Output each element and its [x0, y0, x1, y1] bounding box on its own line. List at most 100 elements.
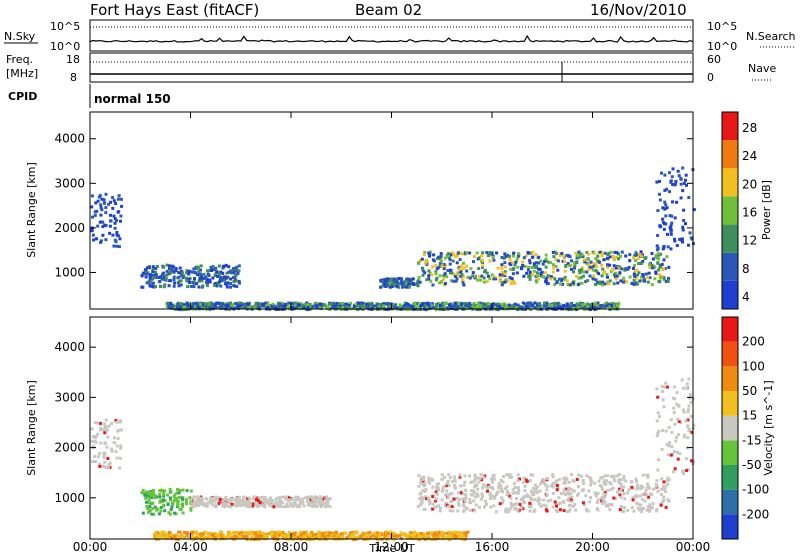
echo-cell	[583, 260, 587, 264]
echo-cell	[620, 485, 624, 489]
echo-cell	[211, 503, 215, 507]
echo-cell	[492, 258, 496, 262]
nsky-label: N.Sky	[4, 30, 36, 43]
echo-cell	[468, 474, 471, 478]
echo-cell	[201, 284, 205, 288]
echo-cell	[501, 498, 505, 502]
echo-cell	[224, 497, 227, 501]
echo-cell	[581, 305, 585, 309]
echo-cell	[494, 277, 498, 281]
echo-cell	[633, 281, 637, 285]
echo-cell	[390, 281, 394, 285]
echo-cell	[490, 477, 493, 481]
echo-cell	[518, 502, 522, 506]
echo-cell	[554, 264, 558, 268]
echo-cell	[93, 455, 97, 459]
echo-cell	[369, 533, 373, 537]
echo-cell	[624, 267, 628, 271]
echo-cell	[652, 487, 656, 491]
echo-cell	[635, 487, 639, 491]
echo-cell	[151, 268, 155, 271]
echo-cell	[454, 279, 458, 283]
echo-cell	[450, 271, 454, 275]
echo-cell	[205, 277, 209, 281]
echo-cell	[330, 306, 334, 310]
echo-cell	[596, 254, 600, 258]
echo-cell	[94, 201, 98, 205]
echo-cell	[659, 264, 663, 267]
echo-cell	[341, 305, 345, 309]
echo-cell	[560, 279, 564, 283]
echo-cell	[551, 270, 555, 274]
colorbar-segment	[722, 317, 738, 342]
echo-cell	[596, 259, 600, 263]
y-tick-label: 2000	[54, 221, 85, 235]
echo-cell	[318, 502, 322, 506]
echo-cell	[546, 260, 550, 264]
echo-cell	[431, 265, 435, 269]
echo-cell	[522, 480, 525, 484]
echo-cell	[682, 410, 686, 414]
echo-cell	[475, 251, 479, 255]
echo-cell	[525, 271, 529, 275]
echo-cell	[159, 285, 162, 289]
echo-cell	[225, 271, 229, 275]
echo-cell	[235, 530, 239, 534]
echo-cell	[175, 498, 179, 502]
echo-cell	[663, 267, 667, 270]
echo-cell	[153, 270, 157, 274]
freq-tick-bottom: 8	[70, 71, 77, 84]
echo-cell	[566, 491, 570, 495]
echo-cell	[431, 283, 435, 287]
y-tick-label: 4000	[54, 340, 85, 354]
echo-cell	[527, 275, 531, 279]
power-colorbar-tick: 4	[742, 290, 750, 304]
echo-cell	[96, 455, 100, 459]
echo-cell	[486, 489, 489, 493]
echo-cell	[222, 264, 226, 268]
echo-cell	[264, 301, 268, 305]
echo-cell	[674, 182, 677, 186]
echo-cell	[282, 534, 286, 538]
echo-cell	[670, 175, 674, 179]
echo-cell	[158, 492, 162, 496]
echo-cell	[215, 502, 218, 506]
echo-cell	[395, 306, 399, 310]
echo-cell	[457, 503, 461, 507]
echo-cell	[421, 302, 424, 306]
echo-cell	[662, 495, 666, 499]
echo-cell	[288, 498, 292, 502]
echo-cell	[660, 493, 664, 497]
echo-cell	[303, 533, 307, 537]
echo-cell	[375, 531, 379, 535]
echo-cell	[501, 281, 505, 284]
echo-cell	[113, 441, 117, 445]
echo-cell	[213, 303, 217, 307]
echo-cell	[670, 221, 674, 225]
echo-cell	[152, 512, 156, 516]
echo-cell	[303, 306, 307, 310]
echo-cell	[169, 533, 173, 536]
echo-cell	[421, 536, 425, 540]
echo-cell	[522, 495, 526, 499]
echo-cell	[337, 534, 341, 537]
echo-cell	[570, 499, 573, 503]
echo-cell	[478, 505, 481, 509]
echo-cell	[540, 477, 544, 481]
echo-cell	[558, 477, 562, 481]
echo-cell	[612, 264, 616, 268]
echo-cell	[498, 273, 502, 277]
echo-cell	[345, 305, 349, 308]
echo-cell	[572, 270, 575, 274]
echo-cell	[272, 505, 276, 509]
echo-cell	[90, 427, 94, 431]
echo-cell	[682, 181, 686, 185]
echo-cell	[641, 274, 645, 278]
echo-cell	[155, 265, 159, 268]
echo-cell	[313, 495, 317, 499]
echo-cell	[102, 198, 106, 202]
echo-cell	[513, 502, 517, 506]
echo-cell	[544, 504, 548, 508]
echo-cell	[153, 532, 157, 536]
echo-cell	[647, 495, 651, 499]
